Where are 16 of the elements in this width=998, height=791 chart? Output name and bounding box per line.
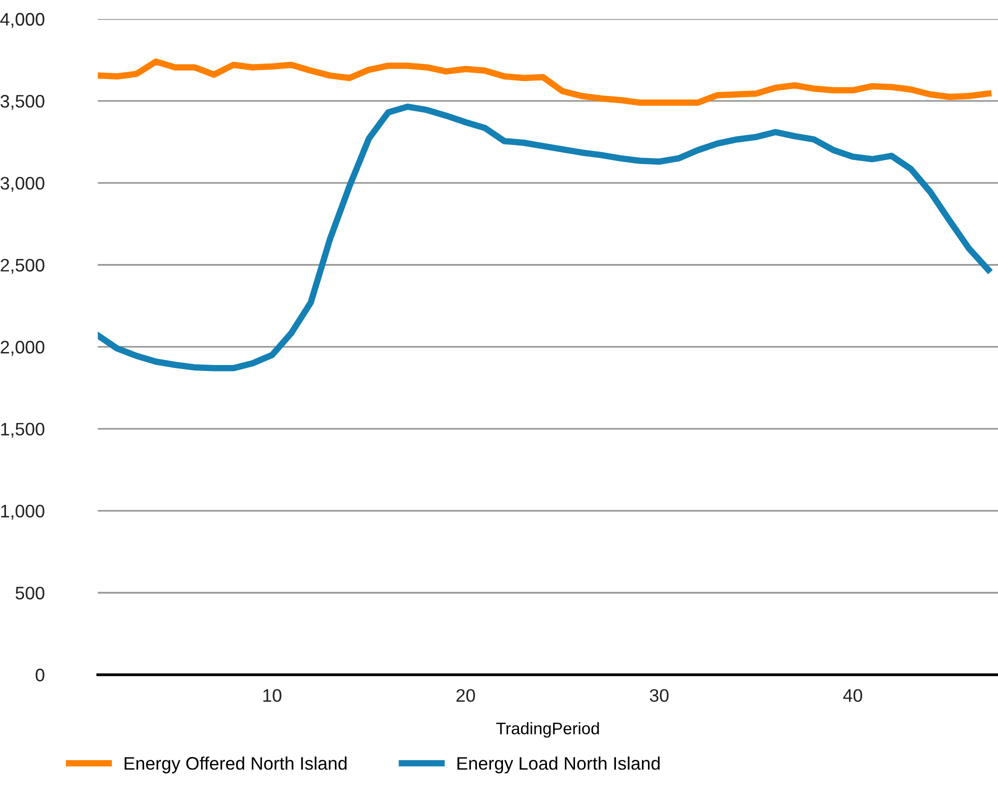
- y-tick-label: 0: [36, 668, 44, 682]
- y-tick-label: 3,500: [0, 94, 44, 110]
- y-tick-label: 4,000: [0, 12, 44, 28]
- y-tick-label: 1,000: [1, 504, 44, 520]
- x-tick-label: 30: [650, 689, 669, 702]
- y-tick-label: 2,000: [0, 340, 44, 356]
- y-tick-label: 500: [16, 586, 44, 600]
- legend-label: Energy Offered North Island: [124, 756, 347, 774]
- x-tick-label: 20: [456, 689, 475, 702]
- x-tick-label: 40: [843, 689, 862, 702]
- y-tick-label: 2,500: [0, 258, 44, 274]
- y-tick-label: 1,500: [1, 422, 44, 438]
- x-axis-title: TradingPeriod: [496, 722, 599, 738]
- y-tick-label: 3,000: [0, 176, 44, 192]
- x-tick-label: 10: [263, 689, 282, 702]
- legend-label: Energy Load North Island: [458, 756, 660, 774]
